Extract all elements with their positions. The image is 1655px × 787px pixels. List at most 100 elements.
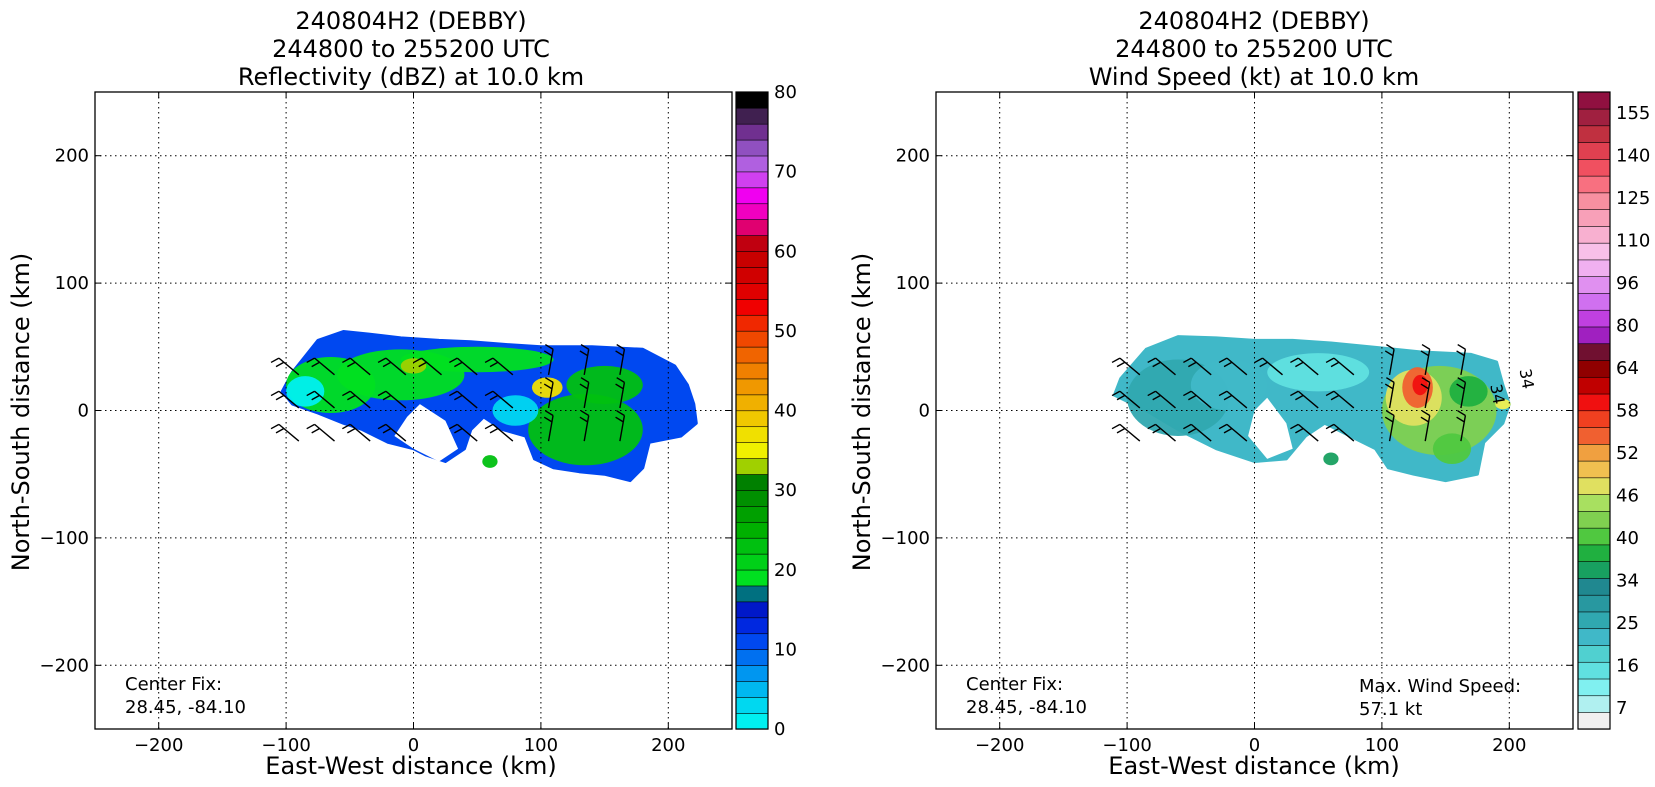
colorbar-segment bbox=[1577, 259, 1611, 277]
wind-barb-shaft bbox=[1388, 382, 1395, 409]
wind-barb-flag bbox=[413, 357, 422, 364]
wind-barb-flag bbox=[449, 357, 458, 364]
wind-barb-shaft bbox=[1119, 357, 1141, 376]
wind-barb-flag bbox=[1325, 390, 1335, 397]
wind-barb-flag bbox=[1421, 410, 1431, 417]
wind-barb-shaft bbox=[1155, 423, 1176, 442]
echo-cell bbox=[1449, 376, 1488, 407]
max-wind-speed-value: 57.1 kt bbox=[1359, 699, 1422, 720]
wind-barb-flag bbox=[306, 357, 315, 364]
colorbar-segment bbox=[735, 505, 769, 523]
wind-barb-shaft bbox=[385, 423, 407, 442]
y-tick-label: −200 bbox=[881, 655, 930, 676]
colorbar-segment bbox=[1577, 661, 1611, 680]
y-tick-label: 100 bbox=[55, 273, 89, 294]
colorbar-segment bbox=[735, 235, 769, 252]
wind-barb-flag bbox=[382, 427, 392, 434]
wind-barb-flag bbox=[1325, 357, 1335, 364]
wind-barb-flag bbox=[270, 390, 280, 397]
echo-cell bbox=[286, 376, 325, 407]
reflectivity-panel: 240804H2 (DEBBY) 244800 to 255200 UTC Re… bbox=[7, 7, 797, 780]
wind-barb-flag bbox=[1116, 394, 1126, 401]
wind-barb-flag bbox=[275, 394, 285, 401]
wind-barb-flag bbox=[1421, 377, 1431, 383]
colorbar-tick-label: 7 bbox=[1616, 698, 1627, 719]
wind-barb-shaft bbox=[1424, 415, 1431, 442]
wind-barb-shaft bbox=[1119, 390, 1141, 409]
wind-barb-flag bbox=[270, 423, 280, 430]
echo-cell bbox=[400, 358, 427, 374]
colorbar-segment bbox=[1577, 644, 1611, 663]
colorbar-segment bbox=[735, 537, 769, 555]
colorbar-segment bbox=[1577, 510, 1611, 529]
x-tick-label: 0 bbox=[1249, 735, 1260, 756]
wind-barb-flag bbox=[1152, 427, 1161, 434]
colorbar-segment bbox=[735, 649, 769, 666]
colorbar-segment bbox=[735, 139, 769, 157]
wind-barb-flag bbox=[1330, 361, 1340, 368]
wind-barb-flag bbox=[1188, 361, 1197, 368]
wind-barb-flag bbox=[347, 361, 356, 368]
wind-barb-shaft bbox=[1388, 415, 1395, 442]
colorbar-segment bbox=[735, 569, 769, 587]
echo-cell bbox=[1432, 433, 1472, 465]
wind-barb-shaft bbox=[492, 390, 514, 409]
x-tick-label: −100 bbox=[1102, 735, 1151, 756]
colorbar-tick-label: 140 bbox=[1616, 146, 1650, 167]
colorbar-segment bbox=[1577, 678, 1611, 697]
colorbar-segment bbox=[735, 91, 769, 109]
wind-barb-flag bbox=[1421, 343, 1431, 350]
colorbar-segment bbox=[1577, 527, 1611, 546]
wind-barb-flag bbox=[342, 423, 351, 430]
wind-barb-shaft bbox=[385, 390, 407, 409]
wind-barb-flag bbox=[382, 361, 392, 368]
wind-barb-flag bbox=[1183, 390, 1192, 397]
x-axis-label: East-West distance (km) bbox=[265, 752, 556, 780]
colorbar-segment bbox=[735, 123, 769, 141]
wind-barb-flag bbox=[1456, 383, 1465, 390]
colorbar-segment bbox=[1577, 175, 1611, 194]
wind-barb-flag bbox=[1223, 361, 1233, 368]
colorbar-tick-label: 46 bbox=[1616, 485, 1639, 506]
wind-barb-shaft bbox=[1460, 415, 1467, 442]
contour-label: 34 bbox=[1516, 367, 1538, 390]
x-tick-label: 100 bbox=[524, 735, 558, 756]
colorbar-segment bbox=[1577, 695, 1611, 713]
colorbar-segment bbox=[1577, 242, 1611, 261]
x-tick-label: 100 bbox=[1365, 735, 1399, 756]
colorbar-segment bbox=[1577, 577, 1611, 596]
wind-barb-flag bbox=[454, 427, 463, 434]
wind-barb-flag bbox=[306, 390, 315, 397]
colorbar-segment bbox=[1577, 359, 1611, 378]
colorbar-segment bbox=[1577, 192, 1611, 210]
wind-barb-shaft bbox=[619, 415, 626, 442]
wind-barb-shaft bbox=[421, 357, 442, 376]
data-field: 34 34 bbox=[1111, 335, 1538, 483]
echo-cell bbox=[1267, 353, 1370, 392]
chart-title-line-3: Wind Speed (kt) at 10.0 km bbox=[1089, 63, 1420, 91]
colorbar-segment bbox=[1577, 158, 1611, 177]
colorbar-tick-label: 80 bbox=[774, 82, 797, 103]
chart-title-line-3: Reflectivity (dBZ) at 10.0 km bbox=[238, 63, 584, 91]
x-tick-label: 200 bbox=[651, 735, 685, 756]
wind-barb-shaft bbox=[349, 423, 371, 442]
y-tick-label: 0 bbox=[919, 401, 930, 422]
colorbar-segment bbox=[735, 633, 769, 650]
wind-barb-flag bbox=[1152, 394, 1161, 401]
wind-barb-flag bbox=[1218, 423, 1228, 430]
colorbar-tick-label: 80 bbox=[1616, 316, 1639, 337]
colorbar-tick-label: 34 bbox=[1616, 570, 1639, 591]
colorbar-segment bbox=[735, 187, 769, 205]
wind-barb-flag bbox=[1384, 350, 1394, 357]
wind-barb-shaft bbox=[278, 390, 300, 409]
colorbar-segment bbox=[735, 250, 769, 268]
colorbar-segment bbox=[735, 664, 769, 682]
colorbar-segment bbox=[1577, 108, 1611, 127]
colorbar-segment bbox=[735, 712, 769, 730]
wind-barb-flag bbox=[580, 377, 590, 383]
echo-cell bbox=[528, 393, 643, 466]
wind-barb-shaft bbox=[456, 390, 478, 409]
wind-barb-flag bbox=[1116, 361, 1126, 368]
colorbar-tick-label: 60 bbox=[774, 241, 797, 262]
wind-barb-flag bbox=[1456, 350, 1465, 357]
